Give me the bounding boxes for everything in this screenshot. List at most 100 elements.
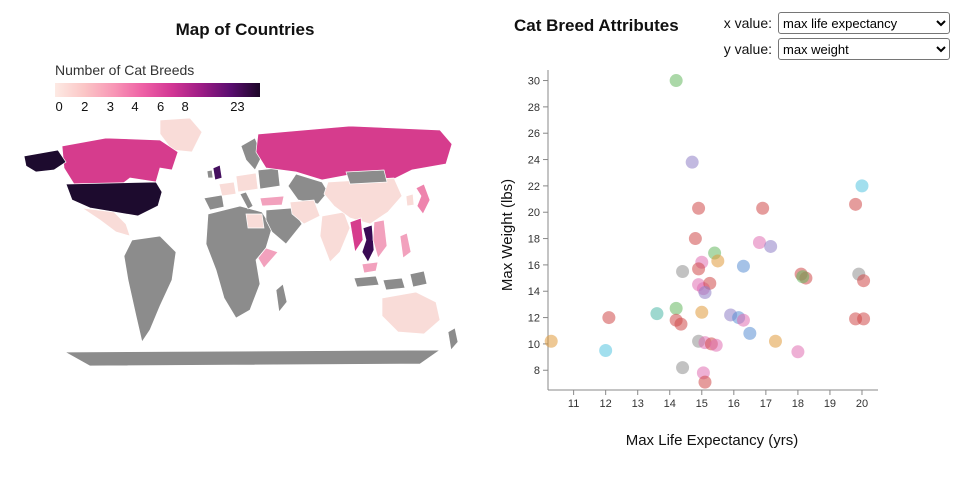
legend-tick-labels: 0 2 3 4 6 8 23 (55, 99, 260, 115)
y-tick-label: 16 (528, 260, 540, 272)
scatter-point (855, 179, 869, 193)
scatter-point (669, 74, 683, 88)
country-india (319, 211, 351, 263)
country-china (323, 177, 403, 225)
x-value-label: x value: (723, 15, 772, 31)
x-value-select[interactable]: max life expectancy (778, 12, 950, 34)
map-title: Map of Countries (175, 20, 315, 39)
y-axis-label: Max Weight (lbs) (499, 178, 516, 292)
x-tick-label: 17 (760, 398, 772, 410)
legend-tick-label: 4 (131, 99, 139, 114)
country-vietnam (372, 219, 388, 259)
country-eastern-europe (257, 167, 281, 190)
country-central-asia (287, 173, 329, 205)
scatter-point (764, 239, 778, 253)
scatter-point (674, 317, 688, 331)
country-indonesia-west (353, 275, 380, 288)
country-greenland (159, 117, 203, 153)
scatter-point (602, 311, 616, 325)
x-value-control: x value: max life expectancy (724, 12, 950, 34)
y-tick-label: 14 (528, 286, 540, 298)
x-tick-label: 14 (664, 398, 676, 410)
country-japan (415, 183, 431, 215)
x-tick-label: 16 (728, 398, 740, 410)
scatter-point (698, 286, 712, 300)
scatter-point (857, 274, 871, 288)
legend-gradient-bar (55, 83, 260, 97)
scatter-point (752, 236, 766, 250)
scatter-point (849, 197, 863, 211)
y-tick-label: 10 (528, 339, 540, 351)
country-central-europe (235, 172, 259, 193)
scatter-point (743, 326, 757, 340)
country-myanmar (349, 217, 364, 253)
country-mexico (81, 207, 131, 237)
scatter-point (688, 232, 702, 246)
scatter-point (698, 375, 712, 389)
y-tick-label: 12 (528, 313, 540, 325)
y-tick-label: 26 (528, 128, 540, 140)
scatter-point (736, 313, 750, 327)
scatter-point (669, 301, 683, 315)
axis-controls: x value: max life expectancy y value: ma… (724, 12, 950, 60)
y-tick-label: 30 (528, 76, 540, 88)
scatter-point (736, 259, 750, 273)
y-tick-label: 28 (528, 102, 540, 114)
country-mongolia (345, 169, 388, 185)
country-alaska (23, 149, 67, 173)
scatter-point (791, 345, 805, 359)
y-tick-label: 20 (528, 207, 540, 219)
x-tick-label: 12 (600, 398, 612, 410)
x-tick-label: 18 (792, 398, 804, 410)
scatter-point (692, 262, 706, 276)
scatter-point (692, 201, 706, 215)
country-indonesia-east (382, 277, 406, 291)
x-tick-label: 20 (856, 398, 868, 410)
country-korea (405, 193, 415, 207)
country-egypt (245, 213, 265, 229)
legend-tick-label: 6 (156, 99, 165, 114)
scatter-point (676, 264, 690, 278)
scatter-panel: Cat Breed Attributes x value: max life e… (492, 0, 960, 500)
country-canada (61, 137, 179, 185)
scatter-point (768, 334, 782, 348)
country-australia (381, 291, 441, 335)
country-south-america (123, 235, 177, 343)
y-value-label: y value: (723, 41, 772, 57)
legend-tick-label: 3 (106, 99, 114, 114)
scatter-point (544, 334, 558, 348)
breed-count-legend: Number of Cat Breeds 0 2 3 4 6 8 23 (55, 62, 260, 115)
x-tick-label: 11 (568, 398, 579, 410)
scatter-point (695, 305, 709, 319)
scatter-point (709, 338, 723, 352)
country-somalia (257, 247, 279, 269)
country-turkey (259, 195, 285, 207)
scatter-point (676, 361, 690, 375)
scatter-plot: 11 12 13 14 15 16 17 18 19 20 8 10 12 14 16 18 20 22 24 26 2… (528, 70, 878, 410)
legend-title: Number of Cat Breeds (55, 62, 195, 78)
x-tick-label: 19 (824, 398, 836, 410)
country-italy (239, 191, 254, 210)
scatter-point (756, 201, 770, 215)
country-philippines (399, 232, 412, 259)
country-iberia (203, 194, 225, 211)
country-malaysia (361, 261, 379, 274)
scatter-point (796, 270, 810, 284)
country-france (218, 181, 237, 197)
x-axis-label: Max Life Expectancy (yrs) (625, 432, 799, 449)
world-map (23, 117, 459, 367)
country-new-guinea (409, 270, 428, 288)
scatter-point (711, 254, 725, 268)
country-uk (212, 164, 223, 181)
legend-tick-label: 2 (81, 99, 89, 114)
y-tick-label: 18 (528, 234, 540, 246)
legend-tick-label: 0 (55, 99, 63, 114)
scatter-point (599, 343, 613, 357)
country-africa (205, 205, 273, 319)
scatter-point (650, 307, 664, 321)
scatter-point (685, 155, 699, 169)
y-value-select[interactable]: max weight (778, 38, 950, 60)
country-antarctica (63, 349, 442, 367)
scatter-title: Cat Breed Attributes (514, 16, 679, 35)
